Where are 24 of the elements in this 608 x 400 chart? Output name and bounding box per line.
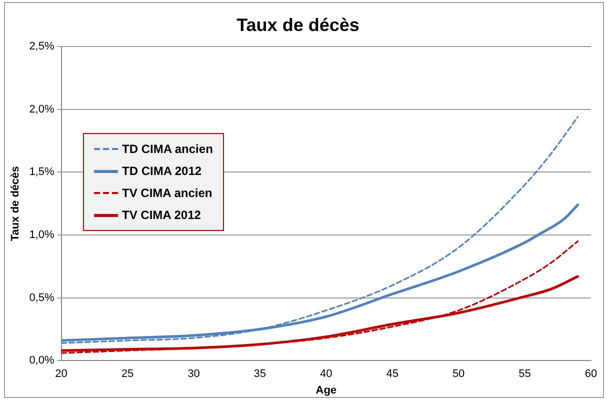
legend-label: TV CIMA 2012 [122,208,201,222]
x-tick-label: 50 [452,368,465,380]
y-tick-label: 0,0% [29,354,54,367]
x-tick-label: 55 [518,368,531,380]
legend-label: TD CIMA ancien [122,142,213,156]
y-tick-label: 2,5% [29,40,54,53]
line-series [61,240,579,354]
x-tick-label: 35 [254,368,266,380]
x-tick-label: 60 [584,368,598,380]
y-tick-label: 1,5% [29,166,54,178]
x-tick-label: 25 [121,368,134,380]
x-axis-title: Age [316,384,337,396]
y-tick-label: 0,5% [29,292,54,304]
legend-label: TV CIMA ancien [122,186,212,200]
x-tick-label: 45 [386,368,398,380]
chart-title: Taux de décès [236,14,360,35]
x-tick-label: 20 [55,368,68,380]
x-tick-label: 30 [188,368,200,380]
y-tick-label: 1,0% [29,229,54,242]
line-series [61,116,579,344]
y-axis-title: Taux de décès [10,166,22,242]
legend-label: TD CIMA 2012 [122,164,202,178]
x-tick-label: 40 [320,368,332,380]
y-tick-label: 2,0% [29,103,54,116]
